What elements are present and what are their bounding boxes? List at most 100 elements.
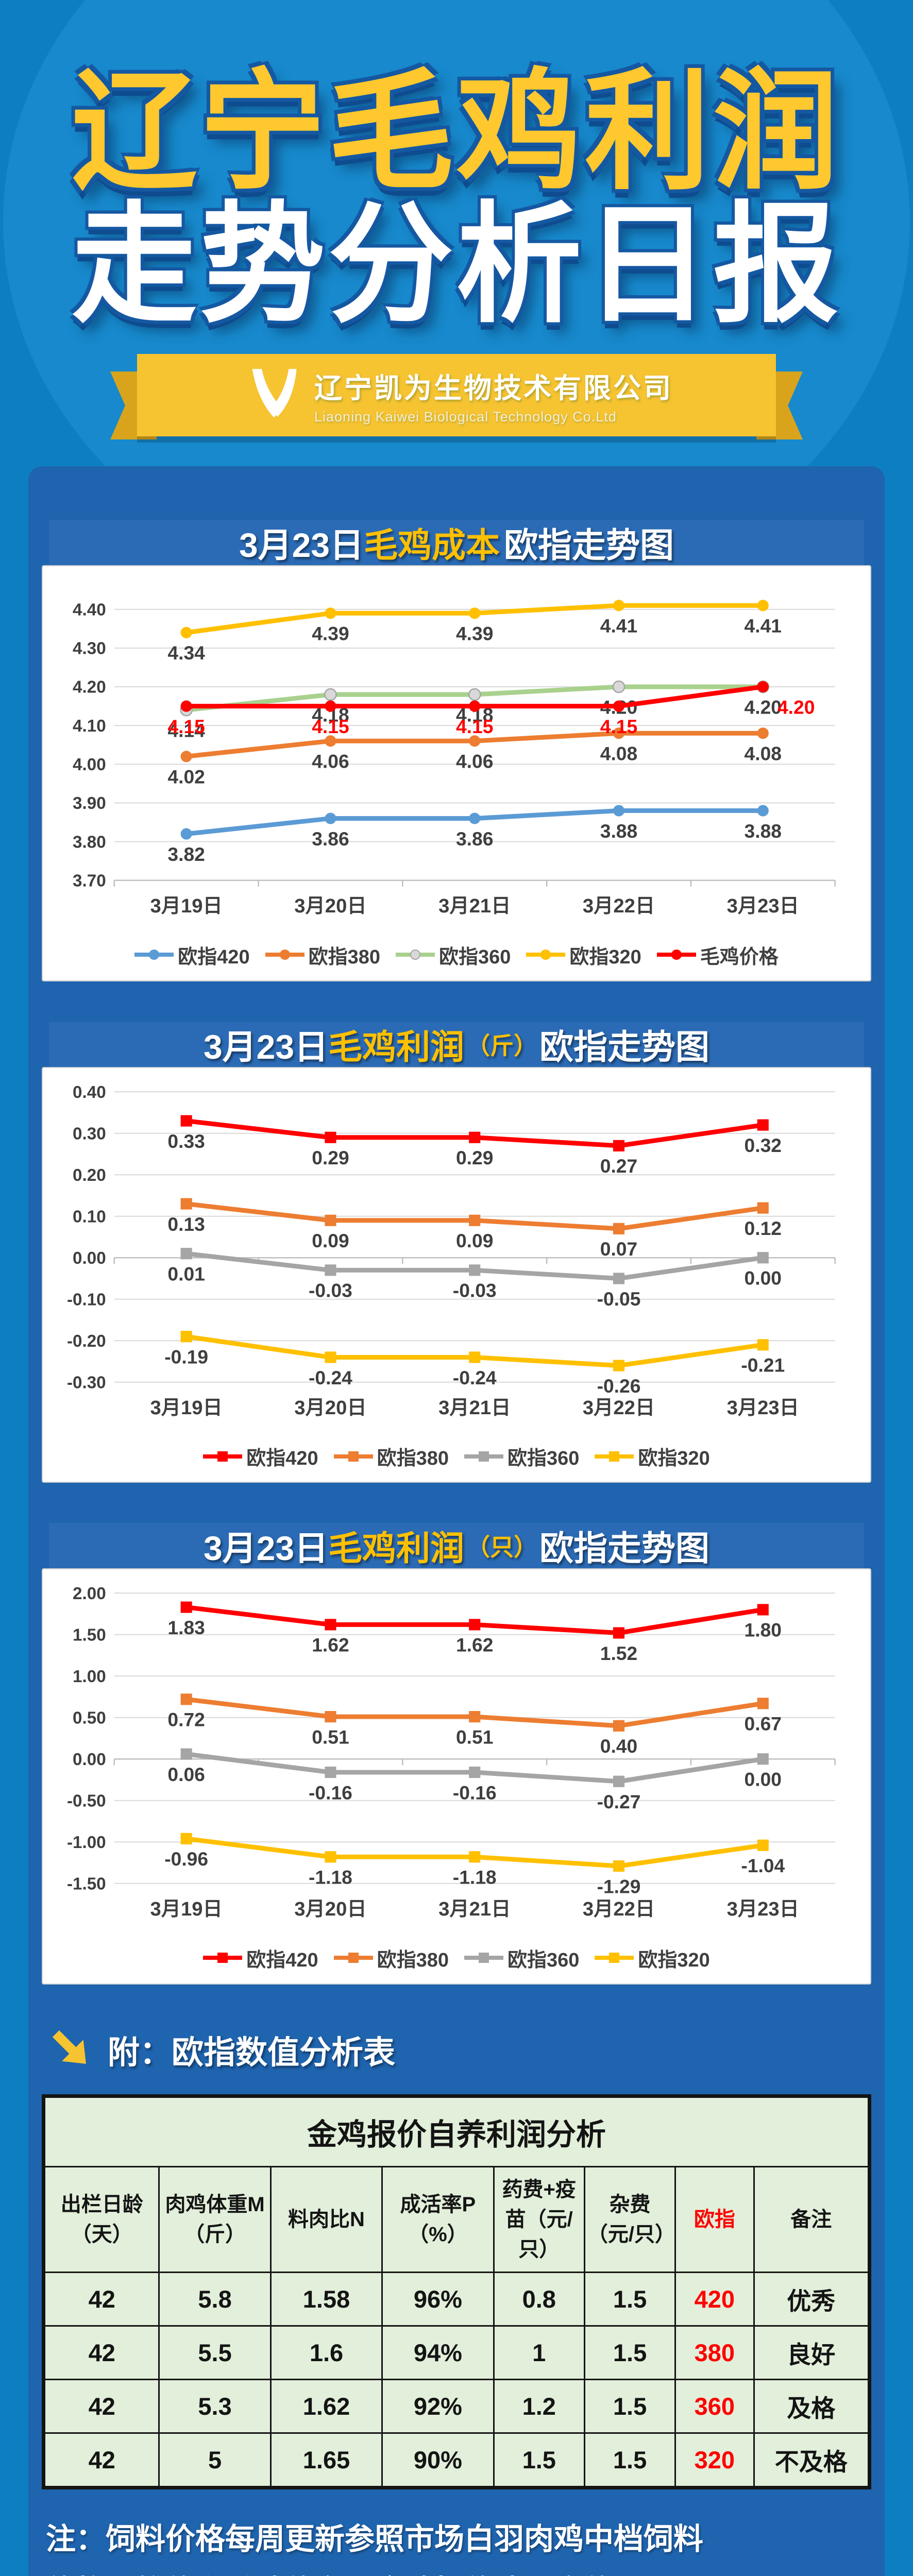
table-row: 42 5 1.65 90% 1.5 1.5 320 不及格 bbox=[42, 2432, 871, 2488]
table-cell: 94% bbox=[381, 2325, 495, 2380]
table-cell: 1.58 bbox=[269, 2271, 383, 2327]
legend-marker bbox=[279, 950, 290, 960]
svg-text:-1.50: -1.50 bbox=[67, 1875, 106, 1894]
svg-text:4.15: 4.15 bbox=[167, 716, 205, 737]
svg-text:0.40: 0.40 bbox=[73, 1082, 106, 1101]
legend-label: 毛鸡价格 bbox=[700, 946, 779, 968]
svg-text:1.50: 1.50 bbox=[73, 1625, 106, 1645]
company-ribbon: 辽宁凯为生物技术有限公司 Liaoning Kaiwei Biological … bbox=[137, 354, 776, 437]
appendix-title: 附：欧指数值分析表 bbox=[108, 2035, 396, 2071]
table-cell: 1.5 bbox=[583, 2378, 677, 2434]
legend-marker bbox=[410, 950, 420, 960]
table-cell: 良好 bbox=[753, 2325, 871, 2380]
svg-text:3月23日: 3月23日 bbox=[727, 1898, 799, 1920]
svg-text:3.86: 3.86 bbox=[456, 828, 493, 850]
chart-card-profit-bird: 2.00 1.50 1.00 0.50 0.00 -0.50 -1.00 -1.50 3月19日… bbox=[42, 1568, 871, 1985]
svg-text:4.15: 4.15 bbox=[456, 716, 493, 737]
chart-title-unit: （斤） bbox=[466, 1032, 538, 1059]
svg-text:4.02: 4.02 bbox=[167, 766, 205, 788]
svg-text:-0.27: -0.27 bbox=[597, 1791, 641, 1812]
chart-card-cost: 4.40 4.30 4.20 4.10 4.00 3.90 3.80 3.70 3月19日 3月2… bbox=[42, 565, 871, 981]
svg-text:3月21日: 3月21日 bbox=[438, 1898, 511, 1920]
table-cell: 360 bbox=[674, 2378, 755, 2434]
svg-text:4.34: 4.34 bbox=[167, 642, 205, 664]
svg-text:4.14: 4.14 bbox=[167, 720, 205, 741]
arrow-down-right-icon bbox=[47, 2025, 94, 2075]
legend-label: 欧指360 bbox=[508, 1949, 580, 1971]
legend-label: 欧指320 bbox=[569, 946, 641, 968]
svg-text:0.72: 0.72 bbox=[167, 1709, 205, 1731]
table-cell: 96% bbox=[381, 2271, 495, 2327]
svg-text:-0.30: -0.30 bbox=[67, 1373, 106, 1392]
chart-legend: 欧指420 欧指380 欧指360 欧指320 bbox=[52, 1439, 861, 1477]
table-header-cell: 料肉比N bbox=[269, 2165, 383, 2273]
table-cell: 及格 bbox=[753, 2378, 871, 2434]
legend-label: 欧指360 bbox=[508, 1448, 580, 1470]
table-cell: 0.8 bbox=[493, 2271, 585, 2327]
svg-text:3.88: 3.88 bbox=[745, 820, 782, 842]
svg-text:0.06: 0.06 bbox=[167, 1764, 205, 1785]
svg-text:1.62: 1.62 bbox=[456, 1634, 493, 1656]
svg-text:3月22日: 3月22日 bbox=[583, 895, 655, 917]
svg-text:-1.18: -1.18 bbox=[453, 1867, 497, 1888]
svg-text:3.88: 3.88 bbox=[600, 820, 637, 842]
svg-text:0.13: 0.13 bbox=[167, 1213, 205, 1235]
svg-text:-0.03: -0.03 bbox=[453, 1279, 497, 1301]
legend-label: 欧指360 bbox=[438, 946, 511, 968]
cost-line-chart: 4.40 4.30 4.20 4.10 4.00 3.90 3.80 3.70 3月19日 3月2… bbox=[73, 600, 836, 917]
legend-marker bbox=[479, 1451, 489, 1462]
profit-per-bird-line-chart: 2.00 1.50 1.00 0.50 0.00 -0.50 -1.00 -1.50 3月19日… bbox=[67, 1584, 836, 1920]
table-header-cell: 备注 bbox=[753, 2165, 871, 2273]
svg-text:3月19日: 3月19日 bbox=[150, 1898, 223, 1920]
svg-text:3月19日: 3月19日 bbox=[150, 895, 223, 917]
legend-item-欧指360: 欧指360 bbox=[464, 1944, 579, 1972]
svg-text:3月23日: 3月23日 bbox=[727, 895, 799, 917]
chart-title-profit-jin: 3月23日 毛鸡利润 （斤） 欧指走势图 bbox=[49, 1021, 864, 1067]
company-banner: 辽宁凯为生物技术有限公司 Liaoning Kaiwei Biological … bbox=[110, 354, 803, 440]
legend-label: 欧指420 bbox=[178, 946, 250, 968]
svg-text:-1.04: -1.04 bbox=[741, 1855, 785, 1876]
table-cell: 42 bbox=[42, 2432, 160, 2488]
svg-text:0.27: 0.27 bbox=[600, 1155, 637, 1177]
table-row: 42 5.3 1.62 92% 1.2 1.5 360 及格 bbox=[42, 2378, 871, 2434]
chart-title-highlight: 毛鸡成本 bbox=[364, 526, 500, 565]
table-cell: 380 bbox=[674, 2325, 755, 2380]
chart-legend: 欧指420 欧指380 欧指360 欧指320 毛鸡价格 bbox=[52, 938, 861, 975]
svg-text:3月22日: 3月22日 bbox=[583, 1898, 655, 1920]
footnote: 注：饲料价格每周更新参照市场白羽肉鸡中档饲料 价格，雏价和毛鸡价参照金鸡报价沈阳… bbox=[46, 2513, 867, 2576]
svg-text:-0.03: -0.03 bbox=[309, 1279, 352, 1301]
svg-text:4.30: 4.30 bbox=[73, 639, 106, 658]
chart-title-date: 3月23日 bbox=[203, 1529, 329, 1568]
footnote-line2: 价格，雏价和毛鸡价参照金鸡报价沈阳高价。 bbox=[46, 2565, 867, 2576]
legend-label: 欧指380 bbox=[377, 1448, 449, 1470]
svg-text:-0.21: -0.21 bbox=[741, 1354, 785, 1376]
table-title: 金鸡报价自养利润分析 bbox=[43, 2095, 870, 2167]
table-cell: 42 bbox=[42, 2325, 160, 2380]
content-panel: 3月23日 毛鸡成本欧指走势图 4.40 4.30 4.20 4.10 4.00 3.90 3… bbox=[28, 466, 885, 2576]
svg-text:4.15: 4.15 bbox=[312, 716, 349, 737]
table-cell: 92% bbox=[381, 2378, 495, 2434]
svg-text:1.00: 1.00 bbox=[73, 1667, 106, 1686]
poster-title-line2: 走势分析日报 bbox=[71, 192, 841, 337]
svg-text:3.80: 3.80 bbox=[73, 833, 106, 852]
chart-title-suffix: 欧指走势图 bbox=[539, 1027, 710, 1066]
svg-text:3月23日: 3月23日 bbox=[727, 1397, 799, 1419]
svg-text:3月21日: 3月21日 bbox=[438, 1397, 511, 1419]
legend-label: 欧指320 bbox=[638, 1949, 710, 1971]
svg-text:3月22日: 3月22日 bbox=[583, 1397, 655, 1419]
svg-text:4.06: 4.06 bbox=[312, 751, 349, 772]
legend-item-欧指380: 欧指380 bbox=[333, 1442, 449, 1470]
svg-text:0.20: 0.20 bbox=[73, 1165, 106, 1184]
table-row: 42 5.5 1.6 94% 1 1.5 380 良好 bbox=[42, 2325, 871, 2380]
legend-item-欧指320: 欧指320 bbox=[526, 941, 641, 969]
svg-text:0.51: 0.51 bbox=[456, 1726, 493, 1748]
legend-item-欧指360: 欧指360 bbox=[464, 1442, 579, 1470]
svg-text:0.30: 0.30 bbox=[73, 1124, 106, 1143]
table-header-cell: 药费+疫苗（元/只） bbox=[493, 2165, 585, 2273]
svg-text:4.41: 4.41 bbox=[745, 615, 782, 637]
chart-title-date: 3月23日 bbox=[203, 1027, 329, 1066]
svg-text:-1.29: -1.29 bbox=[597, 1875, 641, 1897]
legend-line-swatch bbox=[656, 950, 696, 960]
title-block: 辽宁毛鸡利润 走势分析日报 bbox=[0, 0, 913, 337]
